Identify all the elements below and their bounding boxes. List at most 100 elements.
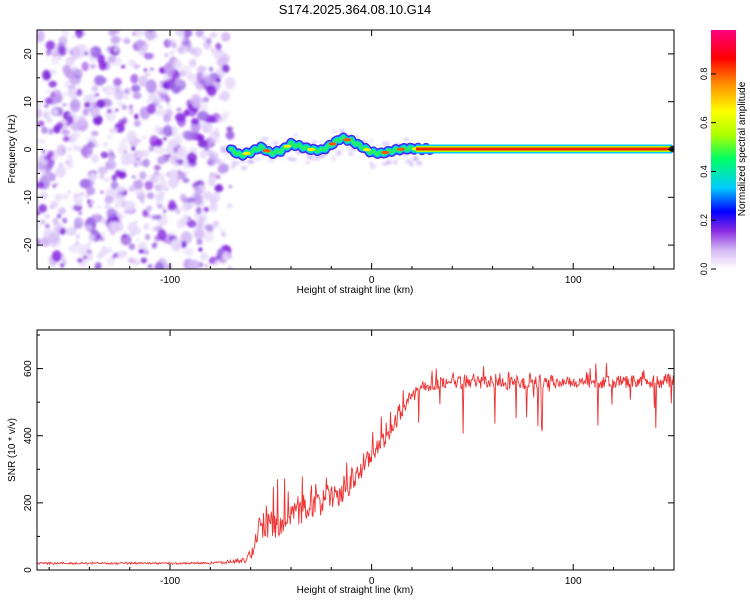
noise-blob — [50, 200, 59, 208]
noise-blob — [162, 82, 169, 90]
noise-blob — [65, 227, 77, 236]
noise-blob — [169, 132, 173, 136]
noise-blob — [91, 154, 99, 164]
noise-blob — [132, 92, 142, 100]
noise-blob — [155, 138, 163, 148]
ridge-halo-blob — [242, 167, 245, 171]
ridge-hotspot — [381, 150, 390, 155]
ridge-halo-blob — [415, 161, 423, 166]
noise-blob — [42, 110, 51, 120]
colorbar-ticks: 0.0 0.2 0.4 0.6 0.8 — [699, 68, 716, 275]
noise-blob — [168, 176, 179, 189]
noise-blob — [157, 104, 164, 110]
noise-blob — [46, 117, 53, 124]
ridge-hotspot — [328, 142, 337, 146]
noise-blob — [166, 102, 171, 107]
noise-blob — [201, 98, 206, 103]
noise-blob — [153, 124, 163, 134]
noise-blob — [97, 206, 102, 209]
noise-blob — [186, 152, 197, 163]
noise-blob — [163, 137, 167, 141]
noise-blob — [100, 190, 104, 194]
noise-blob — [128, 106, 133, 111]
steady-band-red — [416, 147, 672, 151]
ytick-label: 10 — [23, 96, 34, 108]
noise-blob — [170, 238, 182, 252]
noise-blob — [163, 110, 168, 115]
ridge-halo-blob — [295, 150, 301, 155]
noise-blob — [113, 216, 120, 222]
noise-blob — [64, 81, 69, 88]
spectrogram-xlabel: Height of straight line (km) — [297, 285, 414, 296]
noise-blob — [40, 236, 51, 247]
spectral-ridge — [226, 129, 674, 171]
noise-blob — [104, 195, 114, 204]
noise-blob — [75, 145, 82, 152]
noise-blob — [52, 217, 59, 225]
noise-blob — [167, 241, 172, 245]
noise-blob — [56, 122, 64, 130]
noise-blob — [132, 179, 144, 190]
noise-blob — [159, 180, 168, 191]
noise-blob — [76, 118, 86, 127]
noise-blob — [100, 236, 105, 242]
noise-blob — [43, 154, 52, 161]
noise-blob — [74, 199, 83, 207]
noise-blob — [88, 203, 93, 208]
noise-blob — [148, 145, 154, 152]
noise-blob — [65, 69, 76, 80]
noise-blob — [139, 171, 147, 180]
noise-blob — [67, 146, 73, 152]
noise-blob — [97, 54, 105, 64]
noise-blob — [37, 32, 45, 43]
ridge-halo-blob — [335, 153, 342, 156]
noise-blob — [39, 219, 46, 225]
noise-blob — [172, 59, 183, 70]
noise-blob — [124, 150, 128, 154]
noise-blob — [144, 52, 153, 60]
noise-blob — [146, 103, 157, 115]
noise-blob — [147, 264, 153, 269]
noise-blob — [175, 30, 185, 38]
noise-blob — [191, 81, 196, 85]
noise-blob — [173, 163, 179, 168]
ridge-halo-blob — [245, 160, 254, 164]
noise-blob — [114, 127, 118, 132]
noise-blob — [131, 146, 136, 151]
noise-blob — [165, 96, 171, 103]
noise-blob — [180, 37, 185, 42]
noise-blob — [176, 115, 186, 127]
noise-blob — [146, 192, 155, 200]
noise-blob — [59, 228, 66, 235]
noise-blob — [157, 156, 166, 165]
noise-blob — [219, 227, 224, 232]
ridge-halo-blob — [309, 158, 317, 161]
noise-blob — [220, 145, 227, 153]
noise-blob — [190, 93, 202, 108]
noise-blob — [49, 69, 57, 75]
noise-blob — [38, 138, 46, 144]
noise-blob — [195, 206, 202, 215]
noise-blob — [82, 108, 89, 116]
noise-blob — [127, 257, 135, 264]
noise-blob — [117, 101, 124, 107]
noise-blob — [226, 203, 232, 209]
noise-blob — [117, 171, 127, 179]
noise-blob — [91, 130, 99, 137]
noise-blob — [85, 194, 89, 199]
noise-blob — [114, 89, 125, 100]
noise-blob — [51, 54, 60, 66]
ridge-hotspot — [363, 148, 371, 152]
noise-blob — [203, 122, 213, 134]
noise-blob — [154, 164, 161, 171]
noise-blob — [187, 217, 192, 220]
noise-blob — [97, 252, 104, 260]
noise-blob — [89, 108, 93, 112]
noise-blob — [153, 145, 166, 155]
ridge-halo-blob — [261, 136, 270, 142]
noise-blob — [157, 96, 161, 101]
noise-blob — [189, 202, 198, 208]
noise-blob — [58, 56, 62, 59]
noise-blob — [185, 171, 189, 175]
